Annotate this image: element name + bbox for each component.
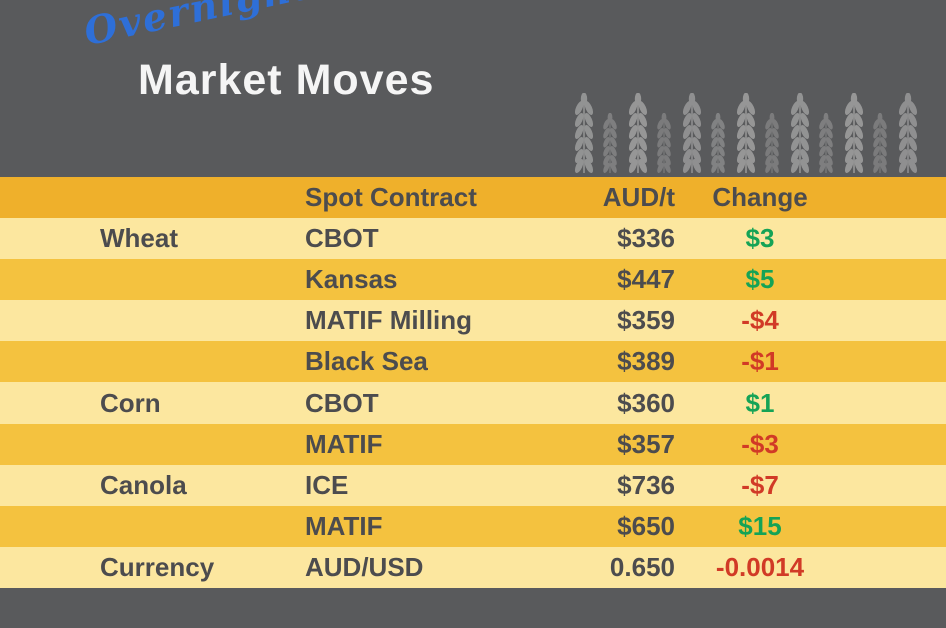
- change-cell: -$1: [741, 346, 779, 377]
- column-header-aud-t: AUD/t: [602, 182, 675, 213]
- table-row: MATIF $357 -$3: [0, 423, 946, 465]
- column-header-change: Change: [712, 182, 808, 213]
- category-cell: Canola: [100, 469, 187, 500]
- wheat-icon: [627, 93, 649, 173]
- wheat-icon: [789, 93, 811, 173]
- price-cell: $389: [617, 346, 675, 377]
- contract-cell: ICE: [305, 469, 349, 500]
- price-cell: $357: [617, 428, 675, 459]
- contract-cell: MATIF: [305, 428, 383, 459]
- table-row: MATIF Milling $359 -$4: [0, 300, 946, 342]
- wheat-icon: [655, 113, 673, 173]
- change-cell: -$3: [741, 428, 779, 459]
- wheat-icon: [681, 93, 703, 173]
- price-cell: $447: [617, 264, 675, 295]
- category-cell: Currency: [100, 551, 215, 582]
- price-cell: $360: [617, 387, 675, 418]
- change-cell: -$7: [741, 469, 779, 500]
- contract-cell: Kansas: [305, 264, 398, 295]
- footer-bar: [0, 588, 946, 628]
- table-row: Kansas $447 $5: [0, 259, 946, 301]
- table-header-row: Spot Contract AUD/t Change: [0, 177, 946, 219]
- contract-cell: MATIF Milling: [305, 305, 473, 336]
- overnight-script-label: Overnight: [80, 0, 316, 55]
- contract-cell: Black Sea: [305, 346, 428, 377]
- wheat-icons: [573, 93, 919, 173]
- category-cell: Corn: [100, 387, 161, 418]
- table-row: Currency AUD/USD 0.650 -0.0014: [0, 546, 946, 588]
- change-cell: $3: [745, 223, 775, 254]
- change-cell: -$4: [741, 305, 779, 336]
- table-row: Canola ICE $736 -$7: [0, 464, 946, 506]
- wheat-icon: [871, 113, 889, 173]
- header: Overnight Market Moves: [0, 0, 946, 177]
- contract-cell: MATIF: [305, 510, 383, 541]
- table-row: Black Sea $389 -$1: [0, 341, 946, 383]
- change-cell: $15: [738, 510, 782, 541]
- price-cell: $336: [617, 223, 675, 254]
- change-cell: $1: [745, 387, 775, 418]
- category-cell: Wheat: [100, 223, 178, 254]
- page-title: Market Moves: [138, 56, 435, 104]
- change-cell: $5: [745, 264, 775, 295]
- wheat-icon: [573, 93, 595, 173]
- contract-cell: AUD/USD: [305, 551, 424, 582]
- table-row: MATIF $650 $15: [0, 505, 946, 547]
- change-cell: -0.0014: [715, 551, 805, 582]
- table-row: Corn CBOT $360 $1: [0, 382, 946, 424]
- price-cell: $359: [617, 305, 675, 336]
- wheat-icon: [735, 93, 757, 173]
- price-cell: 0.650: [609, 551, 675, 582]
- wheat-icon: [897, 93, 919, 173]
- wheat-icon: [763, 113, 781, 173]
- price-table: Spot Contract AUD/t Change Wheat CBOT $3…: [0, 177, 946, 588]
- column-header-spot-contract: Spot Contract: [305, 182, 477, 213]
- contract-cell: CBOT: [305, 223, 379, 254]
- wheat-icon: [601, 113, 619, 173]
- table-row: Wheat CBOT $336 $3: [0, 218, 946, 260]
- price-cell: $650: [617, 510, 675, 541]
- contract-cell: CBOT: [305, 387, 379, 418]
- wheat-icon: [709, 113, 727, 173]
- wheat-icon: [817, 113, 835, 173]
- wheat-icon: [843, 93, 865, 173]
- price-cell: $736: [617, 469, 675, 500]
